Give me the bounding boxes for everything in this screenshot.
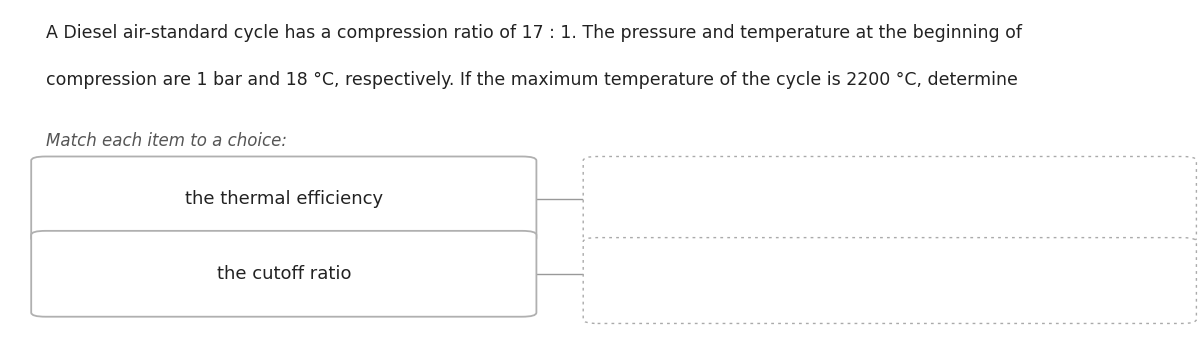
FancyBboxPatch shape [31,231,536,317]
FancyBboxPatch shape [583,156,1196,242]
Text: A Diesel air-standard cycle has a compression ratio of 17 : 1. The pressure and : A Diesel air-standard cycle has a compre… [46,24,1021,42]
Text: compression are 1 bar and 18 °C, respectively. If the maximum temperature of the: compression are 1 bar and 18 °C, respect… [46,71,1018,89]
Text: the thermal efficiency: the thermal efficiency [185,190,383,209]
FancyBboxPatch shape [583,238,1196,323]
Text: the cutoff ratio: the cutoff ratio [216,265,352,283]
Text: Match each item to a choice:: Match each item to a choice: [46,132,287,150]
FancyBboxPatch shape [31,156,536,242]
